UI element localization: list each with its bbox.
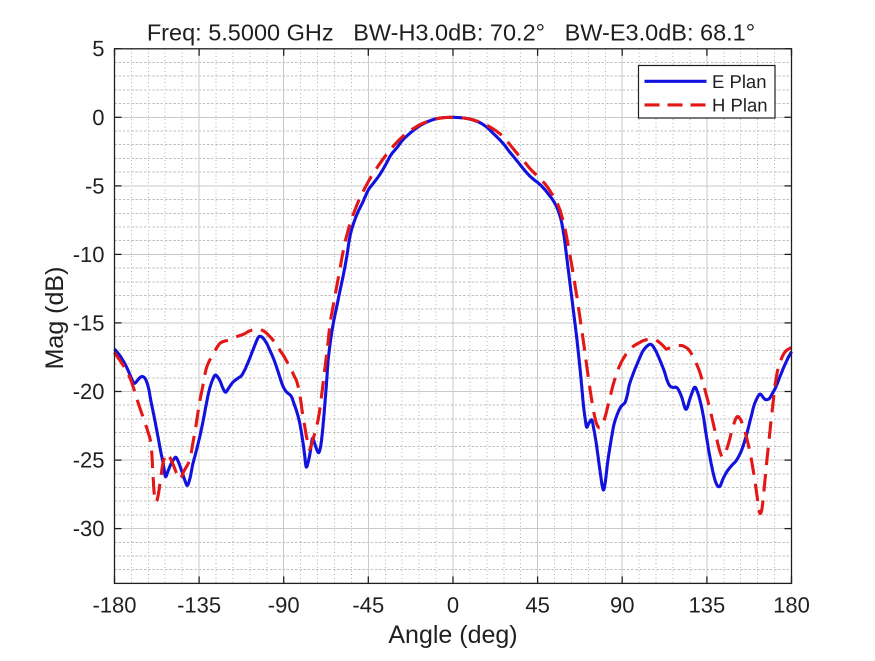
svg-text:Freq: 5.5000 GHz BW-H3.0dB:: Freq: 5.5000 GHz BW-H3.0dB: 70.2° BW-E3.… xyxy=(147,20,755,46)
svg-text:0: 0 xyxy=(92,105,104,130)
svg-text:E Plan: E Plan xyxy=(712,71,767,92)
svg-text:180: 180 xyxy=(773,592,810,617)
svg-text:-5: -5 xyxy=(85,173,105,198)
svg-text:-25: -25 xyxy=(73,448,105,473)
svg-text:-10: -10 xyxy=(73,242,105,267)
svg-text:135: 135 xyxy=(689,592,726,617)
svg-text:H Plan: H Plan xyxy=(712,95,768,116)
svg-text:90: 90 xyxy=(610,592,634,617)
svg-text:0: 0 xyxy=(447,592,459,617)
svg-text:-15: -15 xyxy=(73,310,105,335)
svg-text:45: 45 xyxy=(525,592,549,617)
svg-text:Mag (dB): Mag (dB) xyxy=(41,267,69,370)
svg-text:-90: -90 xyxy=(268,592,300,617)
svg-text:-20: -20 xyxy=(73,379,105,404)
svg-text:-30: -30 xyxy=(73,516,105,541)
svg-text:-135: -135 xyxy=(177,592,221,617)
svg-text:Angle (deg): Angle (deg) xyxy=(388,621,517,649)
svg-text:5: 5 xyxy=(92,36,104,61)
svg-text:-45: -45 xyxy=(352,592,384,617)
svg-text:-180: -180 xyxy=(92,592,136,617)
